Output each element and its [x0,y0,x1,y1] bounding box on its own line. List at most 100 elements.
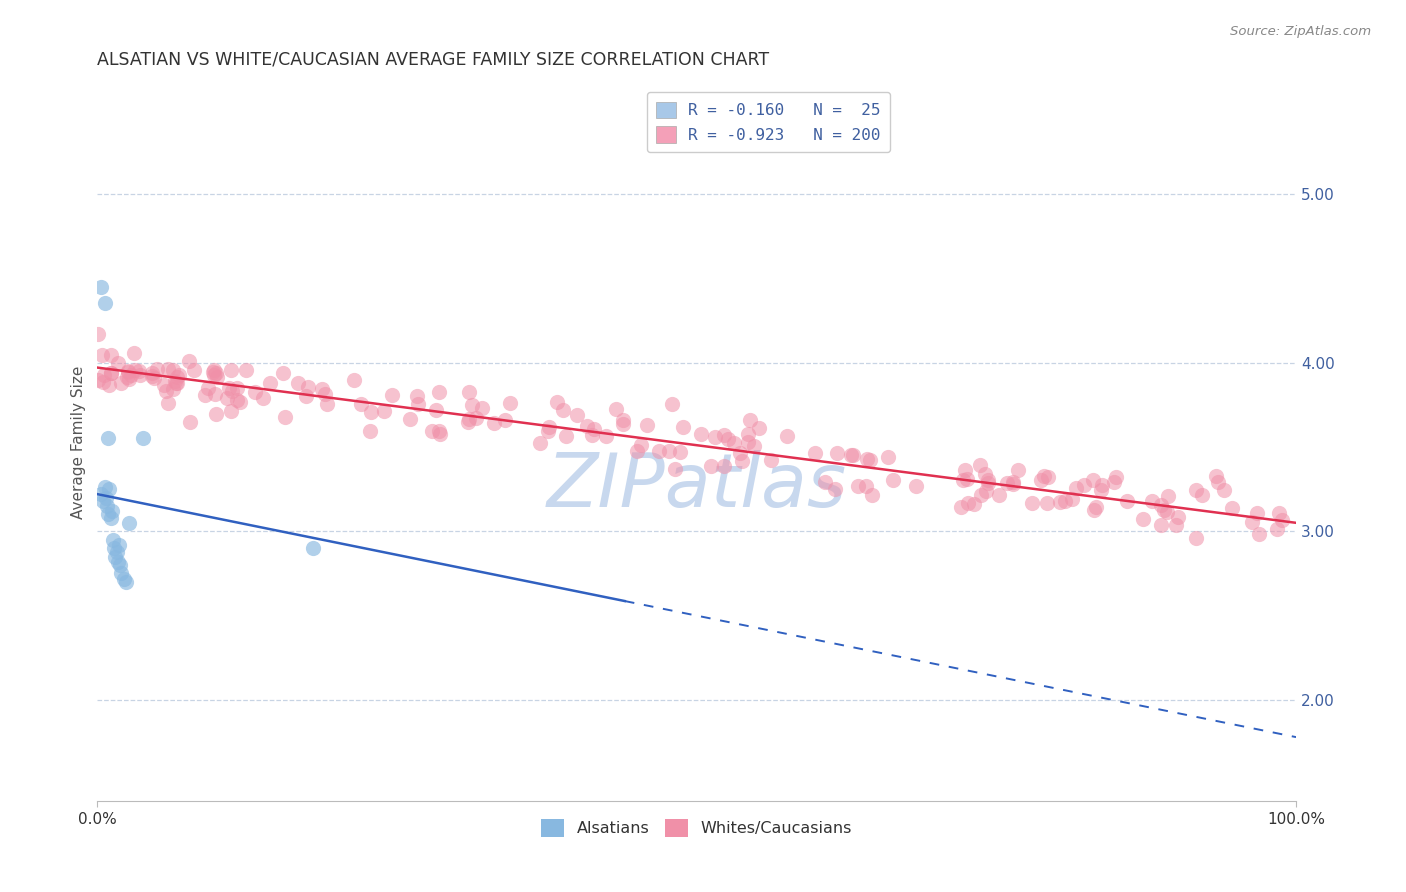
Point [553,403,575,417]
Point [97,508,120,522]
Point [1212,483,1234,497]
Point [690,427,713,442]
Point [776,429,799,443]
Point [1166,518,1188,533]
Point [87,326,110,341]
Point [630,438,652,452]
Point [949,500,972,514]
Point [742,439,765,453]
Point [458,384,481,399]
Point [1191,487,1213,501]
Point [565,408,588,422]
Point [952,474,974,488]
Point [595,429,617,443]
Point [1153,503,1175,517]
Point [122,345,145,359]
Point [104,549,127,564]
Point [1249,526,1271,541]
Point [956,472,979,486]
Point [1032,468,1054,483]
Point [100,510,122,524]
Point [107,555,129,569]
Point [1167,510,1189,524]
Point [575,418,598,433]
Point [218,381,240,395]
Point [612,413,634,427]
Point [731,454,754,468]
Point [1132,512,1154,526]
Point [1049,494,1071,508]
Point [860,488,883,502]
Point [204,387,226,401]
Point [977,473,1000,487]
Legend: Alsatians, Whites/Caucasians: Alsatians, Whites/Caucasians [536,813,858,844]
Point [737,434,759,449]
Point [1054,493,1077,508]
Point [859,453,882,467]
Point [93,375,115,389]
Point [494,413,516,427]
Point [165,374,187,388]
Point [252,391,274,405]
Point [349,397,371,411]
Point [179,354,201,368]
Point [1104,475,1126,489]
Point [824,483,846,497]
Point [221,384,243,399]
Point [1115,494,1137,508]
Point [287,376,309,390]
Point [1185,531,1208,545]
Point [108,558,131,572]
Point [425,402,447,417]
Point [166,370,188,384]
Point [141,366,163,380]
Point [219,404,242,418]
Point [1081,473,1104,487]
Point [713,427,735,442]
Point [882,473,904,487]
Point [179,416,201,430]
Point [804,445,827,459]
Point [157,361,180,376]
Point [87,373,110,387]
Point [167,368,190,383]
Point [953,463,976,477]
Point [98,482,121,496]
Point [153,377,176,392]
Point [311,382,333,396]
Point [405,389,427,403]
Point [399,412,422,426]
Point [839,448,862,462]
Point [1036,470,1059,484]
Point [215,391,238,405]
Point [1185,483,1208,497]
Point [1241,516,1264,530]
Point [128,363,150,377]
Point [205,407,228,421]
Point [499,396,522,410]
Point [429,427,451,442]
Point [141,368,163,383]
Point [162,382,184,396]
Point [110,566,132,581]
Point [626,443,648,458]
Point [219,363,242,377]
Point [235,363,257,377]
Point [112,572,135,586]
Point [103,541,125,555]
Point [343,373,366,387]
Point [969,458,991,472]
Point [457,415,479,429]
Point [145,362,167,376]
Point [988,488,1011,502]
Point [664,462,686,476]
Point [162,363,184,377]
Point [970,488,993,502]
Point [132,432,155,446]
Point [717,432,740,446]
Point [546,394,568,409]
Point [738,413,761,427]
Point [846,479,869,493]
Point [226,381,249,395]
Point [1064,481,1087,495]
